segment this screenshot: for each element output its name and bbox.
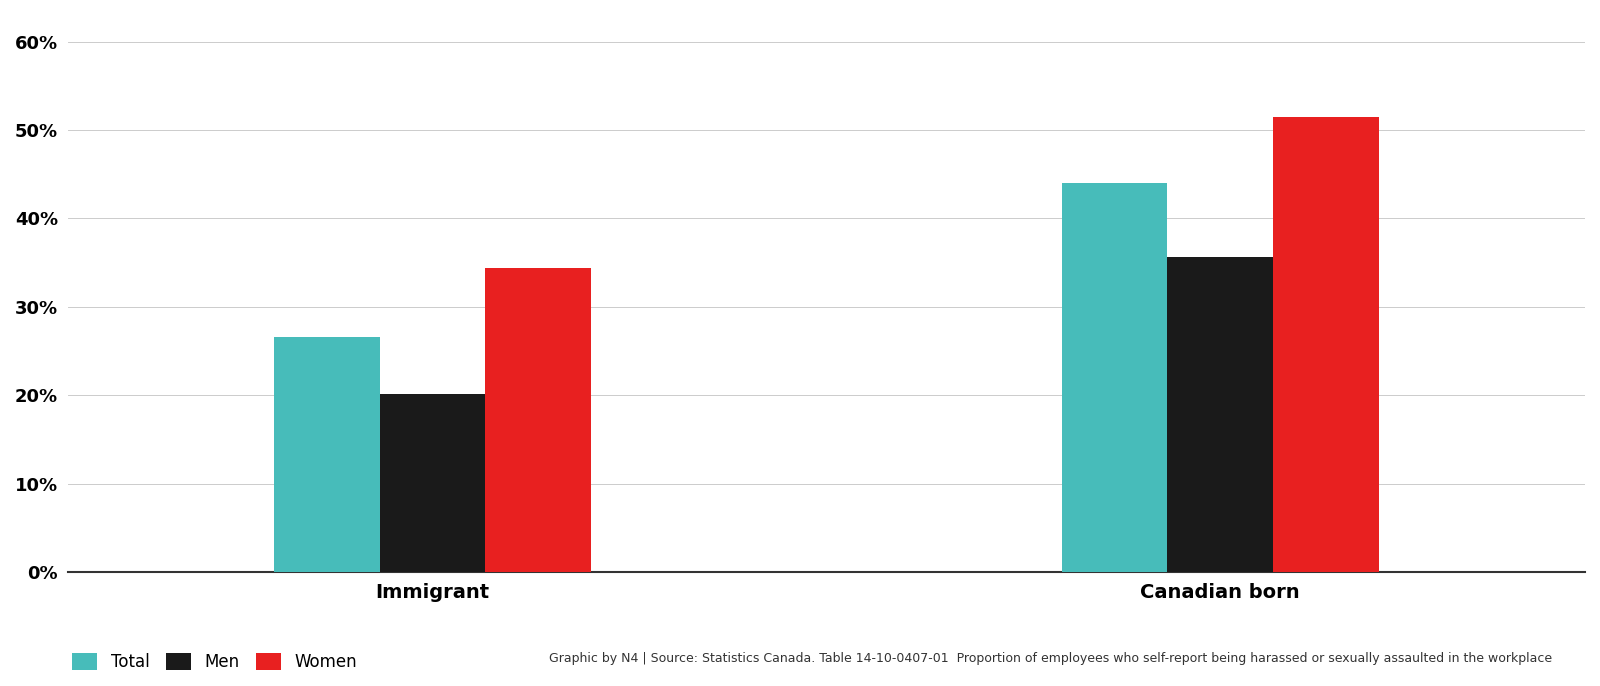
Bar (1274, 117, 1379, 572)
Text: Graphic by N4 | Source: Statistics Canada. Table 14-10-0407-01  Proportion of em: Graphic by N4 | Source: Statistics Canad… (549, 652, 1552, 665)
Bar (1168, 257, 1274, 572)
Bar (1062, 183, 1168, 572)
Bar (379, 394, 485, 572)
Bar (274, 337, 379, 572)
Bar (485, 268, 590, 572)
Legend: Total, Men, Women: Total, Men, Women (72, 652, 357, 671)
